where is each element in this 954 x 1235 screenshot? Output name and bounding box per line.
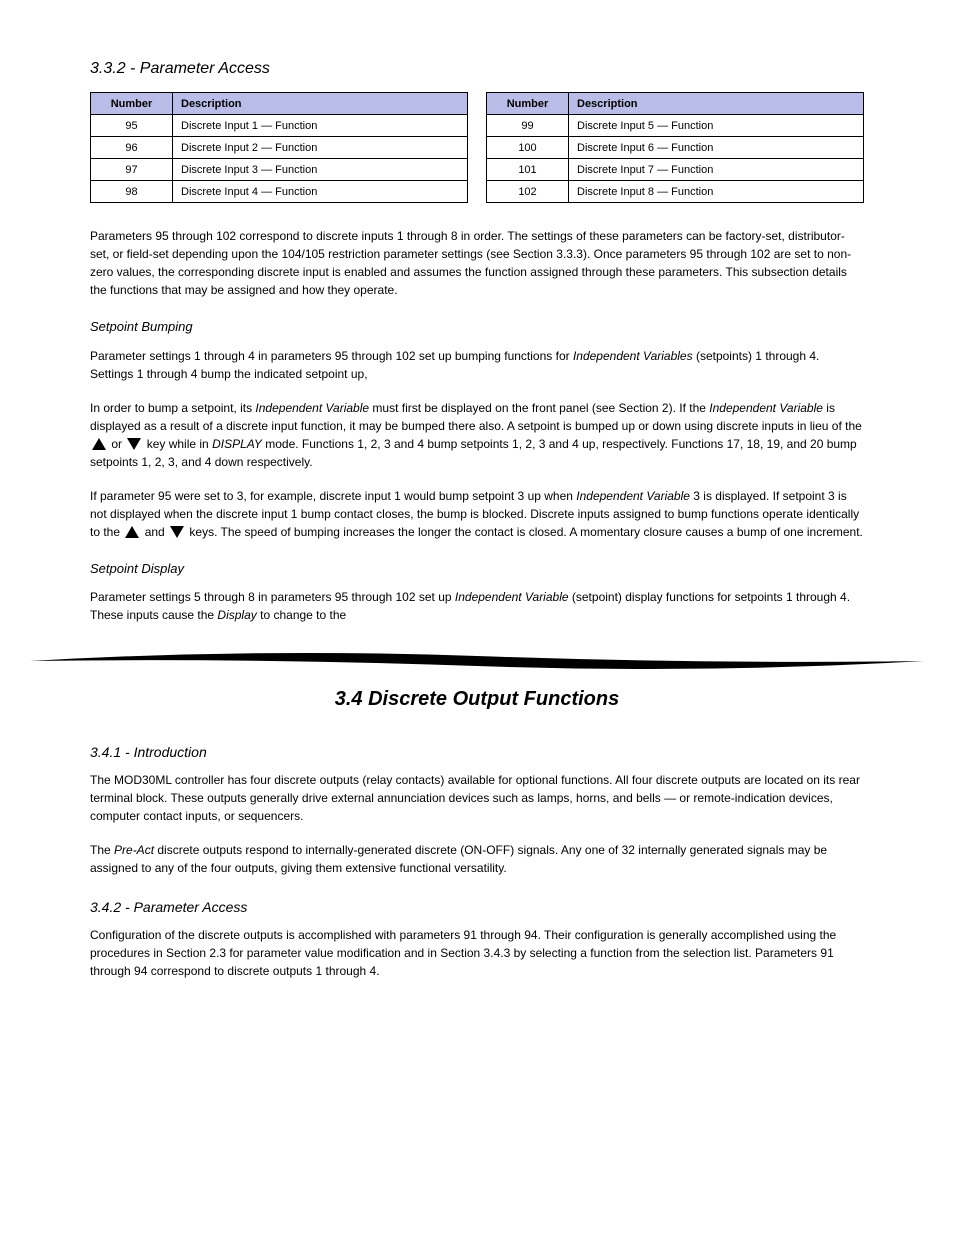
text: Parameter settings 1 through 4 in parame… [90,349,573,363]
cell-desc: Discrete Input 4 — Function [173,181,468,203]
table-header-desc: Description [173,93,468,115]
cell-desc: Discrete Input 8 — Function [569,181,864,203]
term-indvar: Independent Variable [576,489,690,503]
term-indvar: Independent Variable [709,401,823,415]
section-divider [30,646,924,676]
body-text: Parameters 95 through 102 correspond to … [90,227,864,980]
cell-num: 98 [91,181,173,203]
term-indvars: Independent Variables [573,349,693,363]
text: must first be displayed on the front pan… [372,401,709,415]
cell-desc: Discrete Input 5 — Function [569,115,864,137]
cell-desc: Discrete Input 2 — Function [173,137,468,159]
sub-heading-out-access: 3.4.2 - Parameter Access [90,897,864,918]
cell-desc: Discrete Input 1 — Function [173,115,468,137]
table-row: 96 Discrete Input 2 — Function [91,137,468,159]
table-header-row: Number Description [487,93,864,115]
table-header-number: Number [91,93,173,115]
text: key while in [147,437,212,451]
cell-desc: Discrete Input 3 — Function [173,159,468,181]
text: Setpoint Bumping [90,319,193,334]
tables-row: Number Description 95 Discrete Input 1 —… [90,92,864,203]
cell-desc: Discrete Input 7 — Function [569,159,864,181]
text: If parameter 95 were set to 3, for examp… [90,489,576,503]
text: discrete outputs respond to internally-g… [90,843,827,875]
triangle-up-icon [92,438,106,450]
sub-heading-setpoint-display: Setpoint Display [90,559,864,579]
table-header-row: Number Description [91,93,468,115]
cell-num: 101 [487,159,569,181]
table-row: 101 Discrete Input 7 — Function [487,159,864,181]
cell-num: 96 [91,137,173,159]
param-table-left: Number Description 95 Discrete Input 1 —… [90,92,468,203]
paragraph-intro: Parameters 95 through 102 correspond to … [90,227,864,299]
term-preact: Pre-Act [114,843,154,857]
cell-num: 95 [91,115,173,137]
triangle-down-icon [127,438,141,450]
divider-icon [30,646,924,676]
table-header-number: Number [487,93,569,115]
text: Parameter settings 5 through 8 in parame… [90,590,455,604]
text: The [90,843,114,857]
cell-desc: Discrete Input 6 — Function [569,137,864,159]
paragraph-bump-1: Parameter settings 1 through 4 in parame… [90,347,864,383]
main-heading-output: 3.4 Discrete Output Functions [90,684,864,714]
sub-heading-out-intro: 3.4.1 - Introduction [90,742,864,763]
cell-num: 97 [91,159,173,181]
sub-heading-setpoint-bumping: Setpoint Bumping [90,317,864,337]
term-indvar: Independent Variable [255,401,369,415]
paragraph-bump-3: If parameter 95 were set to 3, for examp… [90,487,864,541]
table-row: 100 Discrete Input 6 — Function [487,137,864,159]
cell-num: 100 [487,137,569,159]
text: and [145,525,168,539]
table-row: 97 Discrete Input 3 — Function [91,159,468,181]
term-display-mode: DISPLAY [212,437,262,451]
text: or [111,437,125,451]
text: In order to bump a setpoint, its [90,401,255,415]
table-row: 102 Discrete Input 8 — Function [487,181,864,203]
param-table-right: Number Description 99 Discrete Input 5 —… [486,92,864,203]
text: keys. The speed of bumping increases the… [189,525,862,539]
paragraph-out-intro: The MOD30ML controller has four discrete… [90,771,864,825]
table-row: 95 Discrete Input 1 — Function [91,115,468,137]
table-header-desc: Description [569,93,864,115]
table-row: 99 Discrete Input 5 — Function [487,115,864,137]
paragraph-display: Parameter settings 5 through 8 in parame… [90,588,864,624]
paragraph-out-intro-2: The Pre-Act discrete outputs respond to … [90,841,864,877]
cell-num: 102 [487,181,569,203]
term-display: Display [217,608,256,622]
triangle-down-icon [170,526,184,538]
term-indvar: Independent Variable [455,590,569,604]
paragraph-out-access: Configuration of the discrete outputs is… [90,926,864,980]
section-title: 3.3.2 - Parameter Access [90,60,864,78]
text: to change to the [260,608,346,622]
table-row: 98 Discrete Input 4 — Function [91,181,468,203]
triangle-up-icon [125,526,139,538]
paragraph-bump-2: In order to bump a setpoint, its Indepen… [90,399,864,471]
cell-num: 99 [487,115,569,137]
